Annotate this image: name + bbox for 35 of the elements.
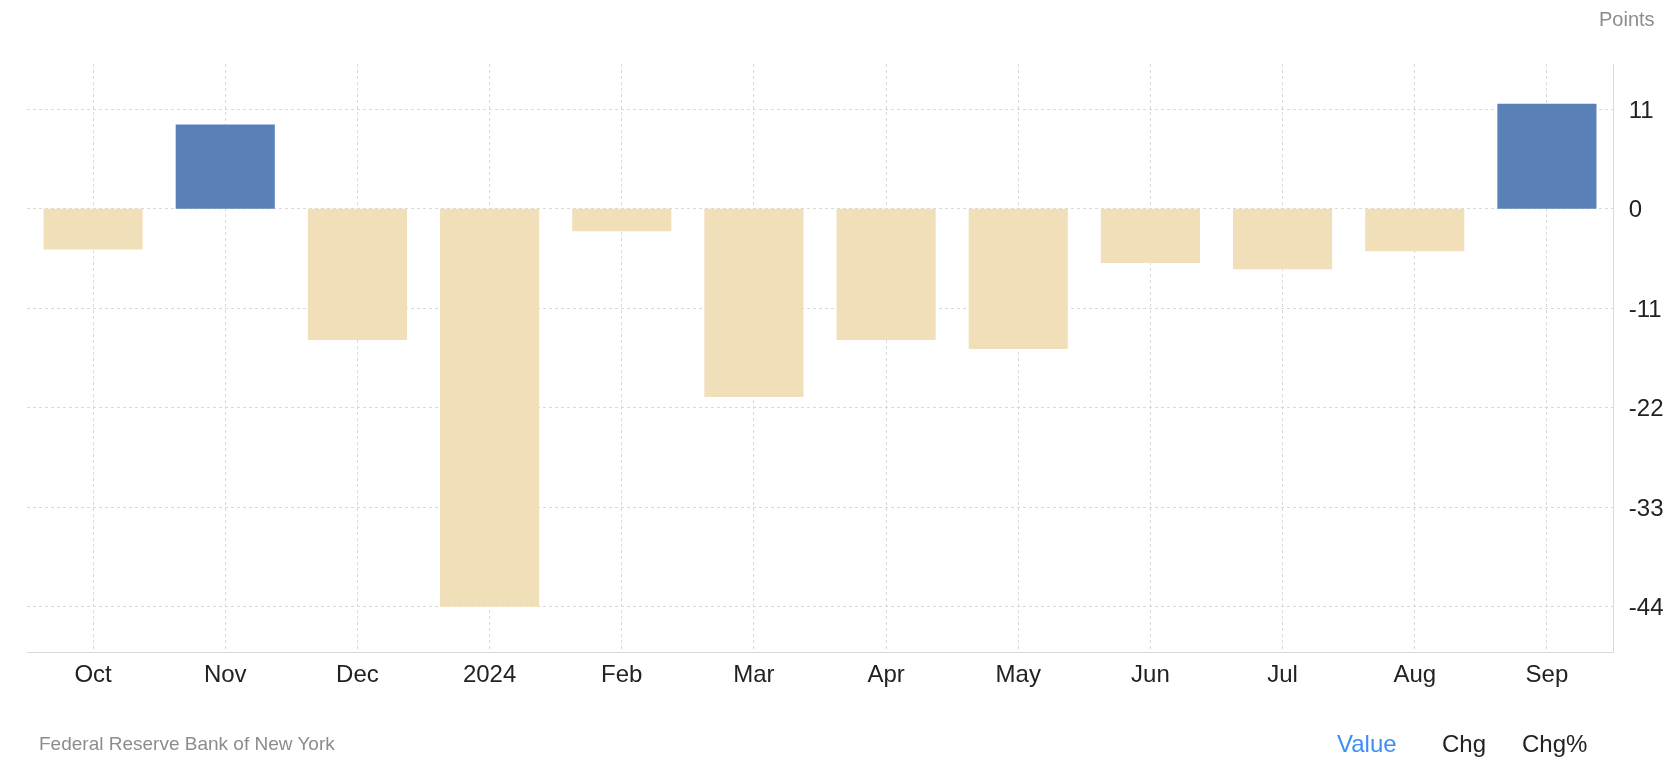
y-tick-label: -33 [1628, 493, 1664, 521]
y-axis-title: Points [1599, 8, 1655, 30]
x-tick-label: Apr [867, 659, 905, 687]
x-tick-label: Nov [203, 659, 247, 687]
y-tick-label: 0 [1628, 195, 1643, 223]
bar [440, 208, 540, 607]
text: Chg% [1522, 730, 1588, 757]
x-tick-label: Sep [1525, 659, 1569, 687]
bar [43, 208, 143, 250]
bar [1365, 208, 1465, 252]
text: Value [1337, 730, 1397, 757]
x-tick-label: Oct [74, 659, 113, 687]
y-tick-label: -11 [1628, 294, 1662, 322]
y-tick-label: 11 [1628, 95, 1654, 123]
text: Federal Reserve Bank of New York [39, 733, 336, 754]
bar [175, 124, 275, 209]
x-tick-label: 2024 [462, 659, 517, 687]
y-tick-label: -44 [1628, 593, 1664, 621]
bar [836, 208, 936, 340]
y-tick-label: -22 [1628, 394, 1664, 422]
x-tick-label: May [995, 659, 1041, 687]
bar [572, 208, 672, 232]
x-tick-label: Aug [1393, 659, 1437, 687]
bar [1100, 208, 1200, 264]
x-tick-label: Mar [733, 659, 775, 687]
x-tick-label: Jun [1131, 659, 1170, 687]
bar [968, 208, 1068, 349]
bar [704, 208, 804, 397]
bar [307, 208, 407, 340]
x-tick-label: Feb [601, 659, 643, 687]
text: Chg [1442, 730, 1487, 757]
bar [1233, 208, 1333, 270]
x-tick-label: Dec [336, 659, 379, 687]
x-tick-label: Jul [1267, 659, 1298, 687]
bar [1497, 103, 1597, 209]
